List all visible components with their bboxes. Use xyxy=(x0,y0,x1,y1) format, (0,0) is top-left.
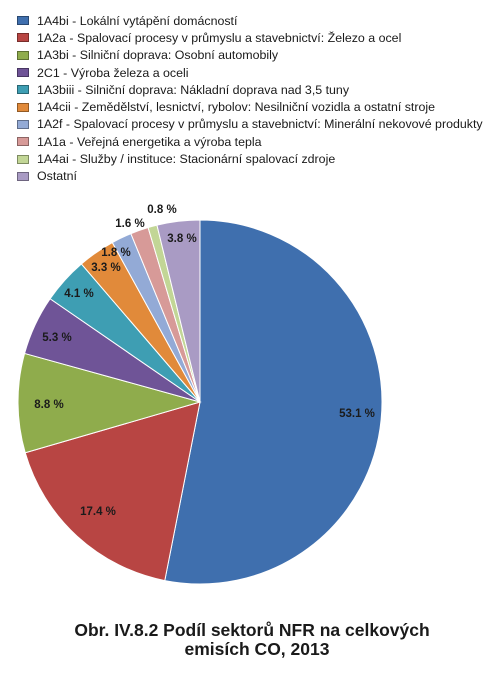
legend-item: 2C1 - Výroba železa a oceli xyxy=(17,64,483,81)
caption-line-2: emisích CO, 2013 xyxy=(184,639,330,659)
legend-item: 1A2a - Spalovací procesy v průmyslu a st… xyxy=(17,29,483,46)
legend-swatch xyxy=(17,50,29,60)
legend-item: 1A4cii - Zemědělství, lesnictví, rybolov… xyxy=(17,98,483,115)
legend-item: 1A3biii - Silniční doprava: Nákladní dop… xyxy=(17,81,483,98)
legend-label: 2C1 - Výroba železa a oceli xyxy=(37,65,189,80)
legend-label: 1A4bi - Lokální vytápění domácností xyxy=(37,13,238,28)
slice-value-label: 3.3 % xyxy=(91,262,120,274)
legend-label: 1A4cii - Zemědělství, lesnictví, rybolov… xyxy=(37,100,436,115)
slice-value-label: 5.3 % xyxy=(42,332,71,344)
pie-slice xyxy=(164,219,383,585)
legend-label: 1A1a - Veřejná energetika a výroba tepla xyxy=(37,134,262,149)
legend-swatch xyxy=(17,85,29,95)
legend-swatch xyxy=(17,33,29,43)
legend-item: 1A4bi - Lokální vytápění domácností xyxy=(17,12,483,29)
legend-item: 1A2f - Spalovací procesy v průmyslu a st… xyxy=(17,116,483,133)
slice-value-label: 8.8 % xyxy=(34,399,63,411)
legend-swatch xyxy=(17,154,29,164)
slice-value-label: 0.8 % xyxy=(147,204,176,216)
legend-item: 1A1a - Veřejná energetika a výroba tepla xyxy=(17,133,483,150)
legend-swatch xyxy=(17,119,29,129)
legend-label: 1A3bi - Silniční doprava: Osobní automob… xyxy=(37,48,279,63)
legend-item: 1A4ai - Služby / instituce: Stacionární … xyxy=(17,150,483,167)
slice-value-label: 1.8 % xyxy=(101,247,130,259)
slice-value-label: 1.6 % xyxy=(115,218,144,230)
figure-caption: Obr. IV.8.2 Podíl sektorů NFR na celkový… xyxy=(0,621,504,659)
legend-swatch xyxy=(17,102,29,112)
slice-value-label: 3.8 % xyxy=(167,233,196,245)
caption-line-1: Obr. IV.8.2 Podíl sektorů NFR na celkový… xyxy=(74,620,430,640)
slice-value-label: 17.4 % xyxy=(80,506,116,518)
legend-item: 1A3bi - Silniční doprava: Osobní automob… xyxy=(17,47,483,64)
slice-value-label: 53.1 % xyxy=(339,408,375,420)
pie-slice xyxy=(156,219,201,403)
legend-label: 1A3biii - Silniční doprava: Nákladní dop… xyxy=(37,82,350,97)
legend-label: Ostatní xyxy=(37,169,77,184)
legend-swatch xyxy=(17,137,29,147)
legend-item: Ostatní xyxy=(17,168,483,185)
chart-legend: 1A4bi - Lokální vytápění domácností 1A2a … xyxy=(17,12,483,185)
legend-swatch xyxy=(17,68,29,78)
pie-slice xyxy=(24,401,201,582)
legend-label: 1A2a - Spalovací procesy v průmyslu a st… xyxy=(37,30,402,45)
pie-slice xyxy=(17,352,202,454)
slice-value-label: 4.1 % xyxy=(64,288,93,300)
legend-swatch xyxy=(17,171,29,181)
legend-label: 1A4ai - Služby / instituce: Stacionární … xyxy=(37,152,336,167)
legend-swatch xyxy=(17,16,29,26)
legend-label: 1A2f - Spalovací procesy v průmyslu a st… xyxy=(37,117,483,132)
